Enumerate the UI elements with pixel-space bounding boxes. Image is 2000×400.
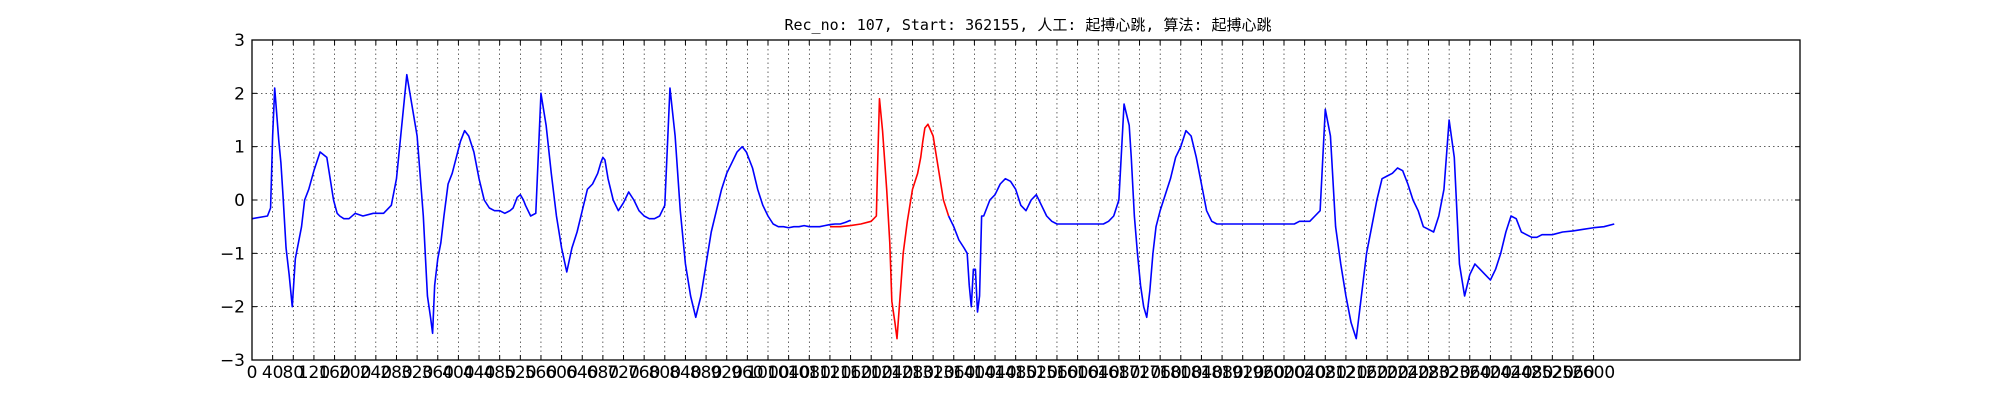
x-tick-label: 1520 — [1015, 363, 1058, 383]
x-tick-label: 1160 — [829, 363, 872, 383]
series-line-1 — [251, 73, 851, 335]
x-tick-label: 2320 — [1427, 363, 1470, 383]
x-tick-label: 760 — [628, 363, 660, 383]
x-tick-label: 840 — [669, 363, 701, 383]
x-tick-label: 2160 — [1345, 363, 1388, 383]
x-tick-label: 1240 — [870, 363, 913, 383]
y-tick-label: −2 — [220, 298, 245, 318]
x-tick-label: 0 — [247, 363, 258, 383]
x-tick-label: 1680 — [1097, 363, 1140, 383]
series-layer — [251, 73, 1615, 340]
x-tick-label: 1640 — [1077, 363, 1120, 383]
x-tick-label: 80 — [282, 363, 304, 383]
x-tick-label: 320 — [401, 363, 433, 383]
x-tick-label: 2040 — [1283, 363, 1326, 383]
x-tick-label: 800 — [649, 363, 681, 383]
x-tick-label: 680 — [587, 363, 619, 383]
x-tick-label: 2440 — [1489, 363, 1532, 383]
x-tick-label: 2520 — [1531, 363, 1574, 383]
x-tick-label: 720 — [607, 363, 639, 383]
x-tick-label: 1080 — [788, 363, 831, 383]
x-tick-label: 400 — [442, 363, 474, 383]
x-tick-label: 1800 — [1159, 363, 1202, 383]
x-tick-label: 1360 — [932, 363, 975, 383]
x-tick-label: 40 — [262, 363, 284, 383]
x-tick-label: 160 — [318, 363, 350, 383]
x-tick-label: 1280 — [891, 363, 934, 383]
x-tick-label: 1000 — [746, 363, 789, 383]
x-tick-label: 1200 — [850, 363, 893, 383]
x-tick-label: 2120 — [1324, 363, 1367, 383]
x-tick-label: 2480 — [1510, 363, 1553, 383]
x-tick-label: 2560 — [1551, 363, 1594, 383]
x-tick-label: 2600 — [1572, 363, 1615, 383]
x-tick-label: 360 — [422, 363, 454, 383]
x-tick-label: 1560 — [1035, 363, 1078, 383]
x-tick-label: 1320 — [911, 363, 954, 383]
x-tick-label: 1480 — [994, 363, 1037, 383]
x-tick-label: 1720 — [1118, 363, 1161, 383]
x-tick-label: 960 — [731, 363, 763, 383]
x-tick-label: 560 — [525, 363, 557, 383]
y-tick-label: −1 — [220, 244, 245, 264]
x-tick-label: 1400 — [953, 363, 996, 383]
y-tick-label: 3 — [234, 31, 245, 51]
series-line-3 — [947, 103, 1615, 340]
x-tick-label: 2280 — [1407, 363, 1450, 383]
x-tick-label: 1960 — [1242, 363, 1285, 383]
y-tick-label: 2 — [234, 84, 245, 104]
x-tick-label: 280 — [380, 363, 412, 383]
x-tick-label: 1440 — [973, 363, 1016, 383]
x-tick-label: 1600 — [1056, 363, 1099, 383]
x-tick-label: 200 — [339, 363, 371, 383]
x-tick-label: 1040 — [767, 363, 810, 383]
x-tick-label: 2400 — [1469, 363, 1512, 383]
x-tick-label: 2200 — [1366, 363, 1409, 383]
series-line-2 — [829, 97, 950, 340]
x-tick-label: 1120 — [808, 363, 851, 383]
x-tick-label: 240 — [360, 363, 392, 383]
x-tick-label: 1840 — [1180, 363, 1223, 383]
x-tick-label: 600 — [545, 363, 577, 383]
x-tick-label: 640 — [566, 363, 598, 383]
x-tick-label: 520 — [504, 363, 536, 383]
chart-title: Rec_no: 107, Start: 362155, 人工: 起搏心跳, 算法… — [784, 16, 1271, 34]
y-tick-label: 0 — [234, 191, 245, 211]
x-tick-label: 2360 — [1448, 363, 1491, 383]
x-tick-label: 1760 — [1139, 363, 1182, 383]
x-tick-label: 2240 — [1386, 363, 1429, 383]
y-axis: 3 2 1 0 −1 −2 −3 — [220, 31, 1800, 371]
x-tick-label: 1920 — [1221, 363, 1264, 383]
x-tick-label: 480 — [483, 363, 515, 383]
y-tick-label: 1 — [234, 138, 245, 158]
x-axis: 0 408012016020024028032036040044048052056… — [247, 40, 1615, 383]
x-tick-label: 120 — [298, 363, 330, 383]
x-tick-label: 440 — [463, 363, 495, 383]
x-tick-label: 1880 — [1200, 363, 1243, 383]
x-tick-label: 2080 — [1304, 363, 1347, 383]
x-tick-label: 2000 — [1262, 363, 1305, 383]
y-tick-label: −3 — [220, 351, 245, 371]
x-tick-label: 920 — [710, 363, 742, 383]
x-tick-label: 880 — [690, 363, 722, 383]
